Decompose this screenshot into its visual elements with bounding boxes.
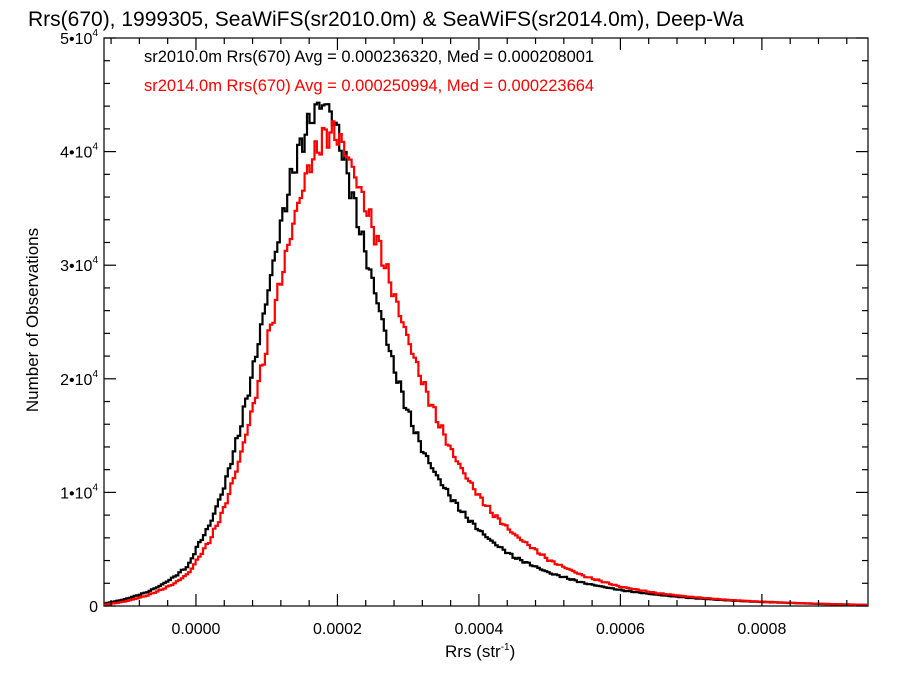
y-tick-label: 0 [89,599,98,616]
x-tick-label: 0.0000 [171,621,220,638]
y-tick-label-base: 4•10 [60,145,92,162]
x-tick-label: 0.0004 [454,621,503,638]
chart-title: Rrs(670), 1999305, SeaWiFS(sr2010.0m) & … [28,8,744,31]
y-tick-label-exponent: 4 [92,482,98,493]
axis-ticks: 0.0000 0.0002 0.0004 0.0006 0.000801•1042•10… [60,28,868,638]
y-tick-label-exponent: 4 [92,142,98,153]
series-line-sr2014.0m [104,120,868,606]
x-tick-label: 0.0002 [313,621,362,638]
series-layer [104,101,868,606]
x-axis-label: Rrs (str-1) [445,642,515,661]
y-tick-label-base: 0 [89,599,98,616]
x-axis-label-suffix: ) [510,642,516,661]
legend: sr2010.0m Rrs(670) Avg = 0.000236320, Me… [144,48,594,95]
legend-entry-sr2010: sr2010.0m Rrs(670) Avg = 0.000236320, Me… [144,48,594,66]
series-line-sr2010.0m [104,101,868,606]
y-tick-label: 3•104 [60,255,98,275]
y-tick-label-exponent: 4 [92,255,98,266]
x-tick-label: 0.0008 [737,621,786,638]
y-tick-label-base: 1•10 [60,485,92,502]
x-tick-label: 0.0006 [596,621,645,638]
x-axis-label-superscript: -1 [501,642,510,653]
y-axis-label: Number of Observations [23,228,42,412]
y-tick-label: 4•104 [60,142,98,162]
y-tick-label-base: 2•10 [60,372,92,389]
y-tick-label-base: 3•10 [60,258,92,275]
y-tick-label-base: 5•10 [60,31,92,48]
y-tick-label: 2•104 [60,369,98,389]
y-tick-label: 5•104 [60,28,98,48]
y-tick-label-exponent: 4 [92,28,98,39]
y-tick-label: 1•104 [60,482,98,502]
y-tick-label-exponent: 4 [92,369,98,380]
x-axis-label-text: Rrs (str [445,642,501,661]
plot-frame [103,37,869,607]
legend-entry-sr2014: sr2014.0m Rrs(670) Avg = 0.000250994, Me… [144,77,594,95]
